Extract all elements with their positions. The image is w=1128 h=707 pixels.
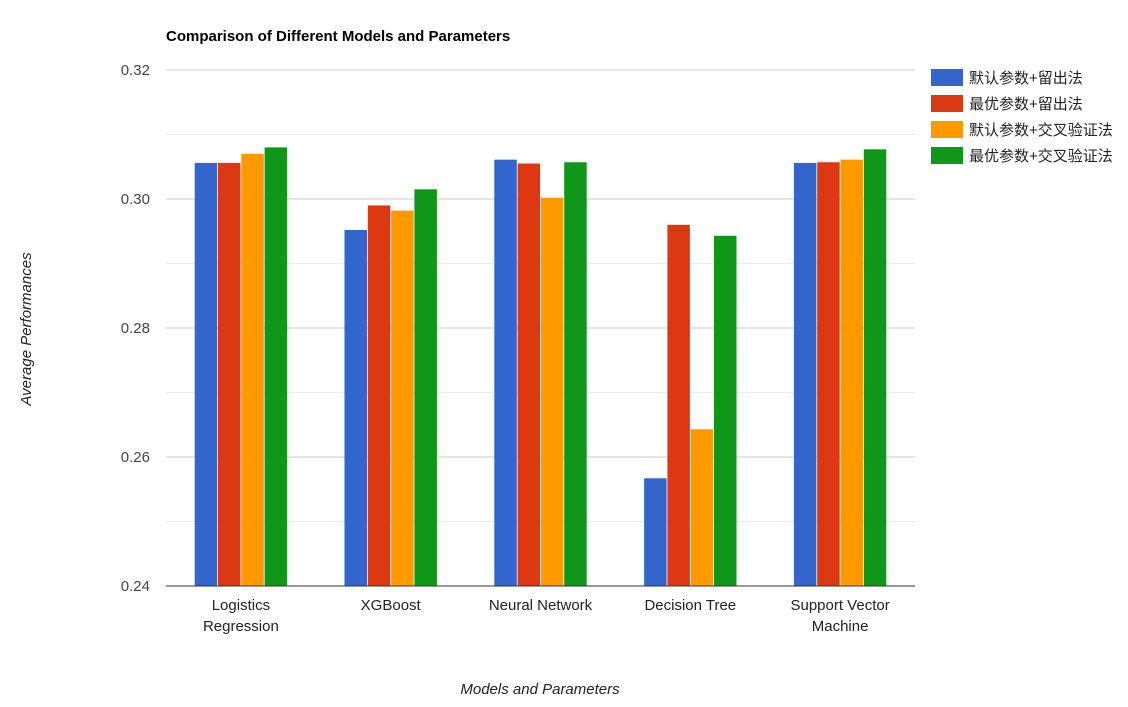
bar <box>644 478 667 586</box>
chart-title: Comparison of Different Models and Param… <box>166 28 510 45</box>
bar <box>367 205 391 586</box>
bar <box>241 153 264 586</box>
x-tick-label: Neural Network <box>489 597 593 614</box>
x-tick-label-line: Decision Tree <box>644 597 736 614</box>
bar <box>817 162 840 587</box>
bar <box>667 224 690 587</box>
gridlines <box>166 69 915 522</box>
y-axis-ticks: 0.24 0.26 0.28 0.30 0.32 <box>121 62 150 595</box>
y-tick-label: 0.28 <box>121 320 150 337</box>
legend-label: 最优参数+交叉验证法 <box>969 147 1113 165</box>
bar <box>840 159 863 586</box>
bar <box>414 189 437 586</box>
x-tick-label-line: Regression <box>203 618 279 635</box>
x-axis-title: Models and Parameters <box>460 681 620 698</box>
bar <box>564 162 587 587</box>
legend-label: 最优参数+留出法 <box>969 96 1083 113</box>
y-tick-label: 0.32 <box>121 62 150 79</box>
bar <box>714 235 737 586</box>
bar <box>264 147 288 586</box>
bar <box>494 159 517 586</box>
bar <box>194 162 218 586</box>
bar <box>690 429 714 586</box>
bar <box>517 163 541 586</box>
bar <box>344 229 367 586</box>
y-axis-title: Average Performances <box>18 252 35 407</box>
x-tick-label: Decision Tree <box>644 597 736 614</box>
bar <box>540 197 564 586</box>
y-tick-label: 0.26 <box>121 449 150 466</box>
x-tick-label-line: Machine <box>812 618 869 635</box>
y-tick-label: 0.30 <box>121 191 150 208</box>
x-tick-label-line: Logistics <box>212 597 270 614</box>
legend-swatch <box>931 121 963 138</box>
legend-swatch <box>931 69 963 86</box>
x-tick-label: Logistics Regression <box>203 597 279 635</box>
bar <box>793 162 817 586</box>
x-tick-label-line: XGBoost <box>361 597 422 614</box>
legend-swatch <box>931 95 963 112</box>
x-tick-label: Support Vector Machine <box>790 597 889 635</box>
bars <box>194 147 887 587</box>
x-tick-label-line: Neural Network <box>489 597 593 614</box>
x-tick-label-line: Support Vector <box>790 597 889 614</box>
x-axis-labels: Logistics Regression XGBoost Neural Network… <box>203 597 890 635</box>
legend-swatch <box>931 147 963 164</box>
legend-label: 默认参数+留出法 <box>969 70 1083 87</box>
legend-label: 默认参数+交叉验证法 <box>969 121 1113 139</box>
x-tick-label: XGBoost <box>361 597 422 614</box>
bar <box>391 210 414 587</box>
y-tick-label: 0.24 <box>121 578 150 595</box>
bar <box>863 149 887 586</box>
bar <box>218 162 241 586</box>
